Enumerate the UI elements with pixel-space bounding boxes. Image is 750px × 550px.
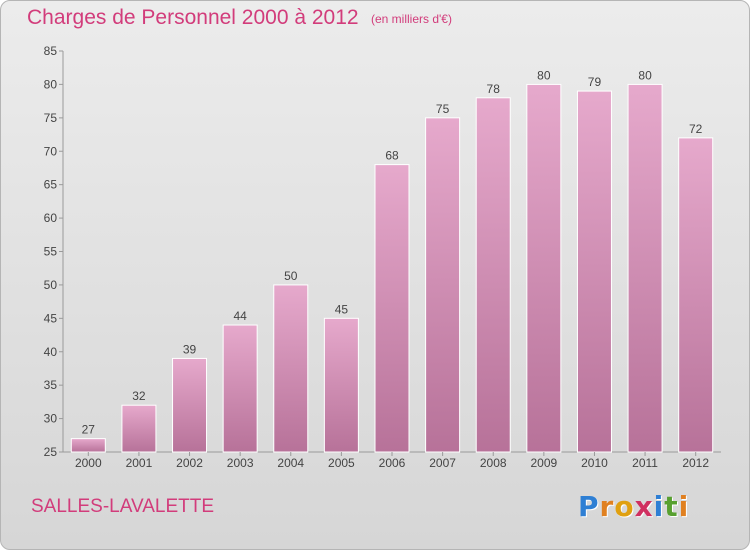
logo-letter: x — [634, 490, 654, 523]
bar — [121, 404, 157, 453]
bar-value-label: 32 — [132, 389, 146, 403]
y-tick-label: 55 — [44, 245, 58, 259]
bar — [627, 83, 663, 453]
bar — [222, 324, 258, 453]
bar — [576, 90, 612, 453]
y-tick-label: 45 — [44, 311, 58, 325]
bar-value-label: 72 — [689, 122, 703, 136]
x-tick-label: 2012 — [682, 456, 709, 470]
y-tick-label: 50 — [44, 278, 58, 292]
x-tick-label: 2009 — [530, 456, 557, 470]
bar-value-label: 80 — [537, 68, 551, 82]
y-tick-label: 30 — [44, 412, 58, 426]
bar-value-label: 44 — [233, 309, 247, 323]
x-tick-label: 2010 — [581, 456, 608, 470]
x-tick-label: 2004 — [277, 456, 304, 470]
logo-letter: i — [678, 490, 690, 523]
y-tick-label: 60 — [44, 211, 58, 225]
bar-value-label: 68 — [385, 149, 399, 163]
bar — [70, 438, 106, 453]
bar-value-label: 27 — [82, 423, 96, 437]
logo-letter: r — [599, 490, 615, 523]
bar-value-label: 45 — [335, 302, 349, 316]
bar-value-label: 78 — [487, 82, 501, 96]
x-tick-label: 2000 — [75, 456, 102, 470]
bar-value-label: 79 — [588, 75, 602, 89]
bar — [425, 117, 461, 453]
y-tick-label: 80 — [44, 77, 58, 91]
logo-letter: P — [578, 490, 600, 523]
x-tick-label: 2007 — [429, 456, 456, 470]
y-tick-label: 65 — [44, 178, 58, 192]
y-tick-label: 70 — [44, 144, 58, 158]
x-tick-label: 2001 — [126, 456, 153, 470]
bar-value-label: 50 — [284, 269, 298, 283]
y-tick-label: 85 — [44, 44, 58, 58]
bar-value-label: 39 — [183, 342, 197, 356]
bar — [323, 317, 359, 453]
y-tick-label: 75 — [44, 111, 58, 125]
logo-letter: o — [614, 490, 635, 523]
bar — [172, 357, 208, 453]
bar — [273, 284, 309, 453]
town-name: SALLES-LAVALETTE — [31, 496, 215, 517]
x-tick-label: 2008 — [480, 456, 507, 470]
chart-title: Charges de Personnel 2000 à 2012 — [27, 6, 359, 29]
y-tick-label: 25 — [44, 445, 58, 459]
x-tick-label: 2005 — [328, 456, 355, 470]
y-tick-label: 40 — [44, 345, 58, 359]
y-tick-label: 35 — [44, 378, 58, 392]
x-tick-label: 2003 — [227, 456, 254, 470]
x-tick-label: 2002 — [176, 456, 203, 470]
x-tick-label: 2011 — [632, 456, 658, 470]
bar-value-label: 80 — [638, 68, 652, 82]
bar — [526, 83, 562, 453]
x-tick-label: 2006 — [379, 456, 406, 470]
bar-value-label: 75 — [436, 102, 450, 116]
bar — [475, 97, 511, 453]
chart-subtitle: (en milliers d'€) — [371, 12, 452, 26]
bar — [374, 164, 410, 453]
bar — [678, 137, 714, 453]
logo-letter: i — [653, 490, 665, 523]
proxiti-logo: Proxiti — [578, 490, 689, 523]
logo-letter: t — [664, 490, 679, 523]
